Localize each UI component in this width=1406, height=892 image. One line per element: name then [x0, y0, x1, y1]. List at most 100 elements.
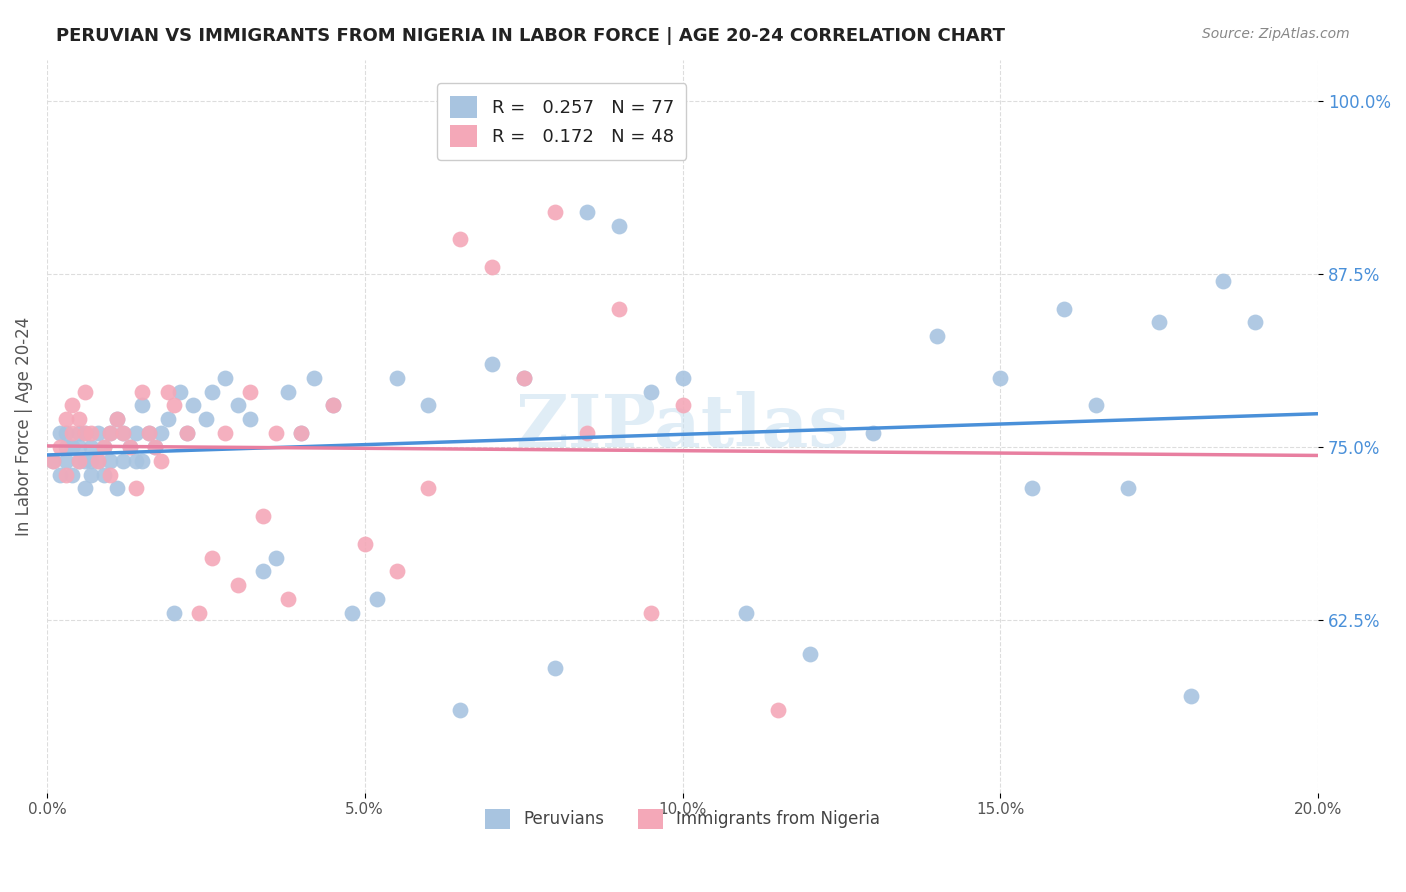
Point: [150, 425, 173, 440]
Point: [264, 425, 287, 440]
Point: [60, 440, 83, 454]
Point: [169, 384, 191, 399]
Point: [735, 606, 758, 620]
Point: [125, 425, 148, 440]
Point: [1149, 315, 1171, 329]
Point: [799, 648, 821, 662]
Point: [385, 370, 408, 384]
Point: [60, 467, 83, 482]
Point: [60, 425, 83, 440]
Point: [925, 329, 948, 343]
Point: [226, 398, 249, 412]
Point: [131, 398, 153, 412]
Point: [607, 219, 630, 233]
Point: [67, 440, 90, 454]
Point: [60, 440, 83, 454]
Point: [607, 301, 630, 316]
Point: [150, 453, 173, 467]
Point: [385, 565, 408, 579]
Point: [1053, 301, 1076, 316]
Point: [671, 398, 693, 412]
Y-axis label: In Labor Force | Age 20-24: In Labor Force | Age 20-24: [15, 317, 32, 536]
Point: [67, 412, 90, 426]
Point: [766, 703, 789, 717]
Text: Source: ZipAtlas.com: Source: ZipAtlas.com: [1202, 27, 1350, 41]
Point: [1243, 315, 1265, 329]
Point: [252, 565, 274, 579]
Point: [67, 425, 90, 440]
Point: [100, 425, 122, 440]
Point: [181, 398, 204, 412]
Point: [322, 398, 344, 412]
Point: [576, 204, 599, 219]
Point: [143, 440, 166, 454]
Point: [322, 398, 344, 412]
Point: [194, 412, 217, 426]
Point: [73, 481, 96, 495]
Point: [302, 370, 325, 384]
Point: [862, 425, 884, 440]
Point: [73, 453, 96, 467]
Point: [990, 370, 1012, 384]
Point: [93, 440, 115, 454]
Point: [67, 453, 90, 467]
Point: [481, 357, 503, 371]
Point: [80, 453, 103, 467]
Point: [87, 425, 110, 440]
Point: [118, 440, 141, 454]
Point: [42, 453, 65, 467]
Point: [48, 425, 70, 440]
Point: [264, 550, 287, 565]
Point: [87, 453, 110, 467]
Point: [48, 440, 70, 454]
Point: [481, 260, 503, 274]
Text: ZIPatlas: ZIPatlas: [516, 391, 849, 462]
Point: [60, 398, 83, 412]
Point: [42, 453, 65, 467]
Point: [239, 384, 262, 399]
Point: [290, 425, 312, 440]
Point: [156, 384, 179, 399]
Point: [640, 606, 662, 620]
Point: [143, 440, 166, 454]
Point: [449, 703, 471, 717]
Point: [118, 440, 141, 454]
Point: [55, 425, 77, 440]
Point: [138, 425, 160, 440]
Point: [252, 509, 274, 524]
Point: [100, 467, 122, 482]
Point: [156, 412, 179, 426]
Point: [105, 481, 128, 495]
Point: [48, 467, 70, 482]
Point: [418, 398, 440, 412]
Point: [55, 453, 77, 467]
Point: [340, 606, 363, 620]
Point: [671, 370, 693, 384]
Point: [366, 592, 388, 607]
Point: [214, 370, 236, 384]
Point: [131, 384, 153, 399]
Point: [73, 425, 96, 440]
Point: [55, 467, 77, 482]
Point: [1021, 481, 1043, 495]
Point: [640, 384, 662, 399]
Point: [239, 412, 262, 426]
Point: [163, 606, 186, 620]
Point: [80, 467, 103, 482]
Point: [112, 425, 135, 440]
Point: [131, 453, 153, 467]
Point: [55, 440, 77, 454]
Point: [449, 232, 471, 246]
Point: [93, 467, 115, 482]
Text: PERUVIAN VS IMMIGRANTS FROM NIGERIA IN LABOR FORCE | AGE 20-24 CORRELATION CHART: PERUVIAN VS IMMIGRANTS FROM NIGERIA IN L…: [56, 27, 1005, 45]
Point: [290, 425, 312, 440]
Point: [55, 412, 77, 426]
Point: [112, 453, 135, 467]
Point: [73, 384, 96, 399]
Point: [544, 204, 567, 219]
Point: [277, 592, 299, 607]
Legend: Peruvians, Immigrants from Nigeria: Peruvians, Immigrants from Nigeria: [478, 802, 887, 836]
Point: [214, 425, 236, 440]
Point: [125, 453, 148, 467]
Point: [201, 384, 224, 399]
